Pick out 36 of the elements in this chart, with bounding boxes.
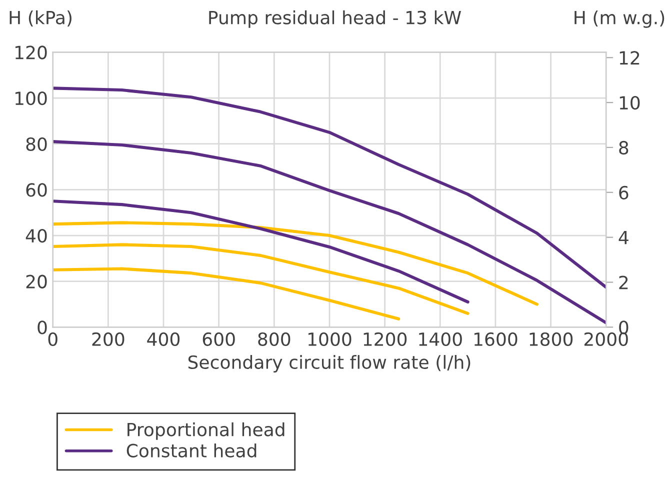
y-tick-label: 120: [16, 46, 47, 60]
y2-tick-label: 8: [619, 140, 628, 155]
y-tick-label: 0: [38, 320, 47, 334]
x-tick-label: 2000: [584, 332, 628, 346]
x-tick-label: 400: [147, 332, 180, 346]
x-tick-label: 800: [258, 332, 290, 346]
x-tick-label: 1600: [474, 332, 518, 346]
x-tick-label: 1000: [308, 332, 352, 346]
y-tick-label: 100: [16, 91, 47, 106]
y-axis-title: H (kPa): [10, 10, 72, 27]
line-series: [52, 267, 400, 320]
line-series: [52, 221, 538, 306]
y2-tick-label: 2: [619, 276, 628, 290]
y-tick-label: 60: [26, 183, 47, 197]
y-tick-label: 40: [26, 228, 47, 243]
x-tick-label: 200: [92, 332, 124, 346]
x-tick-label: 600: [202, 332, 235, 346]
y2-axis-title: H (m w.g.): [574, 10, 664, 28]
x-axis-title: Secondary circuit flow rate (l/h): [188, 355, 470, 373]
y-tick-label: 20: [26, 274, 47, 288]
y2-tick-label: 12: [620, 51, 640, 64]
x-tick-label: 1800: [530, 332, 573, 346]
x-tick-label: 1200: [364, 332, 407, 346]
line-series: [52, 200, 470, 304]
y-tick-label: 80: [26, 137, 47, 151]
y2-tick-label: 10: [620, 96, 640, 110]
line-series: [52, 140, 606, 324]
legend-label: Proportional head: [128, 422, 284, 440]
line-series: [52, 243, 470, 315]
y2-tick-label: 4: [618, 231, 628, 244]
line-series: [52, 86, 606, 289]
legend-label: Constant head: [126, 443, 256, 458]
x-tick-label: 0: [48, 332, 58, 346]
y2-tick-label: 6: [619, 186, 628, 200]
x-tick-label: 1400: [419, 332, 462, 346]
chart-title: Pump residual head - 13 kW: [209, 10, 461, 28]
